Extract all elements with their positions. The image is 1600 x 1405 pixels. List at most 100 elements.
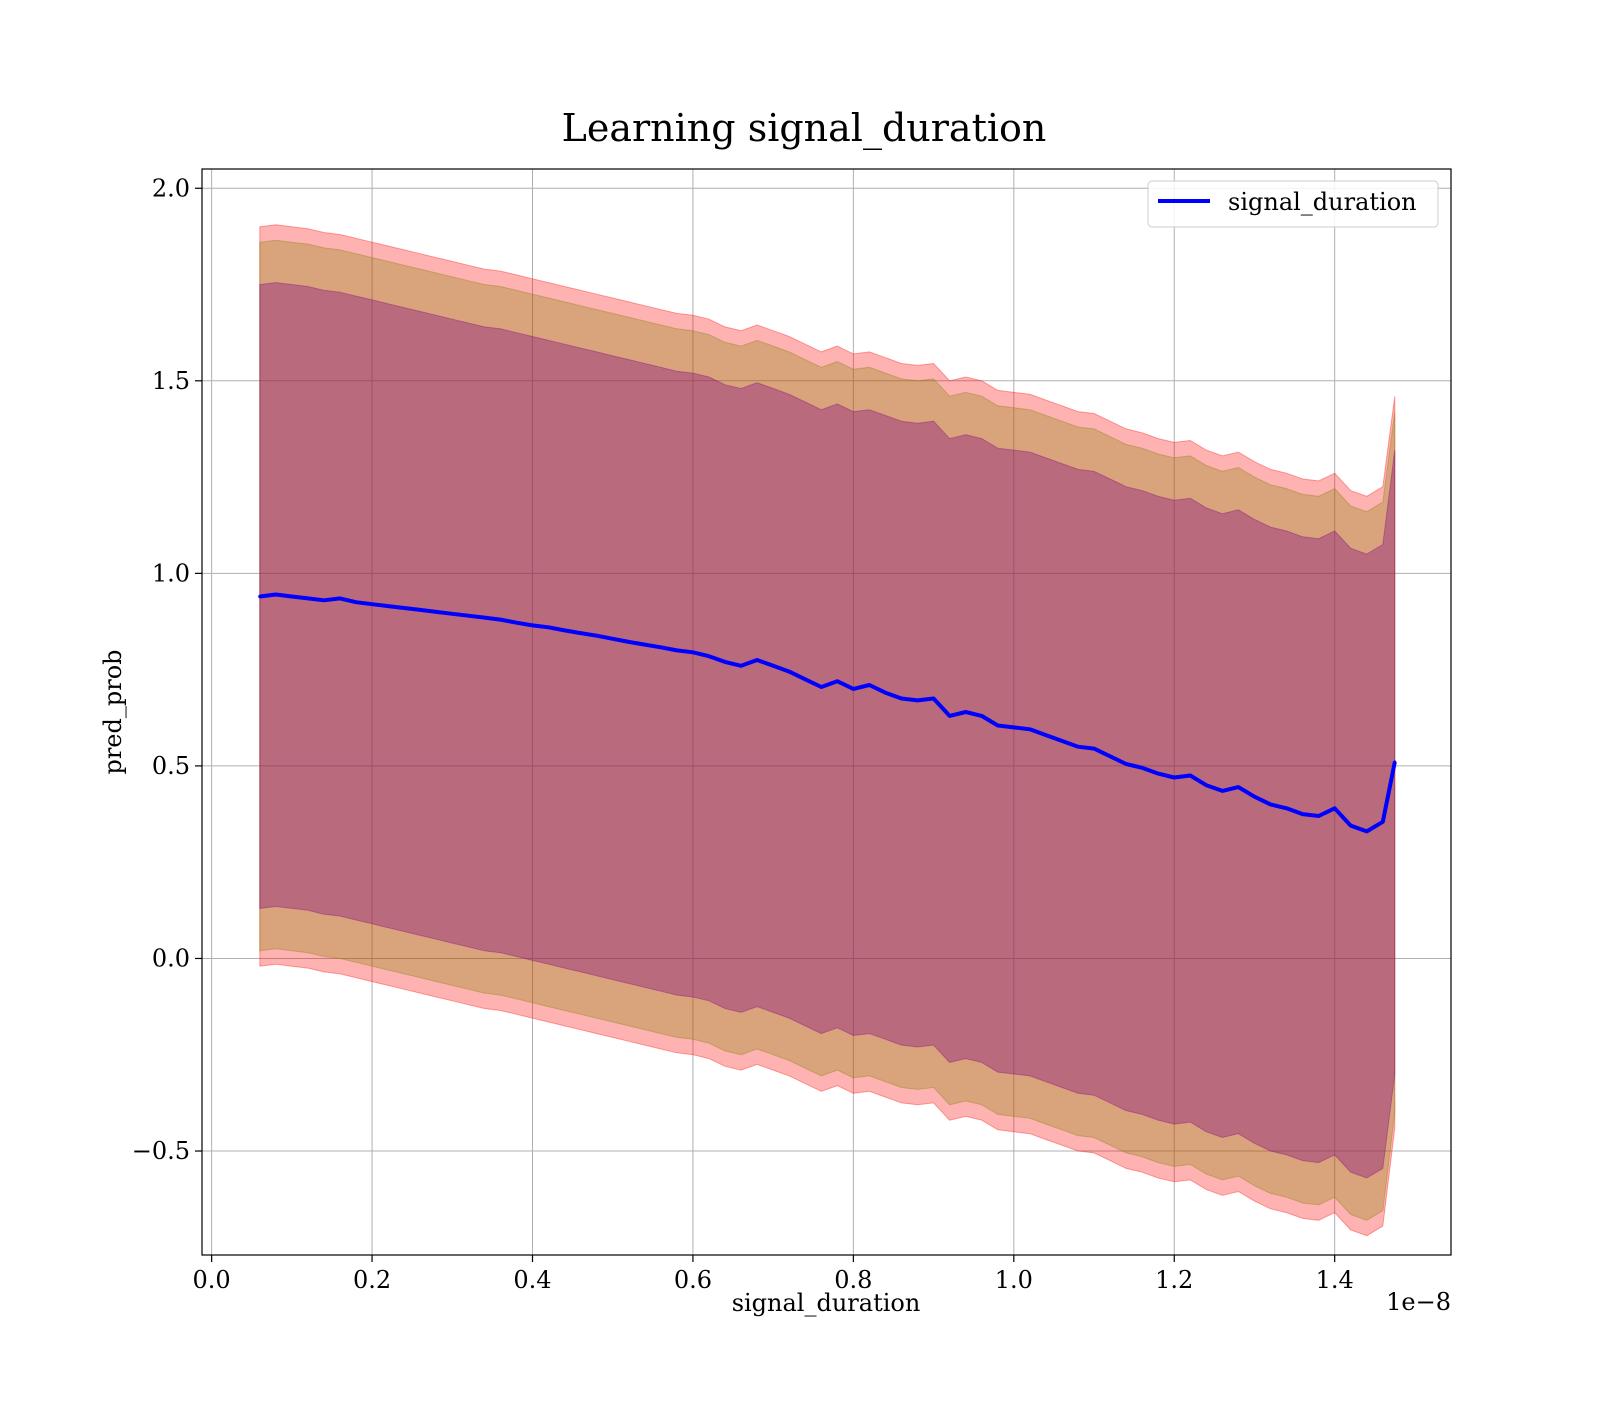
data-point bbox=[338, 596, 342, 601]
data-point bbox=[354, 600, 358, 604]
x-tick-label: 1.4 bbox=[1316, 1266, 1354, 1294]
data-point bbox=[627, 640, 631, 644]
data-point bbox=[1317, 814, 1321, 818]
grid-lines bbox=[202, 169, 1451, 1255]
x-tick-label: 0.4 bbox=[513, 1266, 551, 1294]
data-point bbox=[835, 679, 839, 683]
data-point bbox=[787, 670, 791, 674]
data-point bbox=[1140, 766, 1144, 770]
data-point bbox=[1393, 760, 1397, 764]
data-point bbox=[258, 594, 262, 599]
data-point bbox=[1268, 802, 1273, 807]
legend-box bbox=[1147, 180, 1439, 228]
data-point bbox=[1365, 829, 1369, 834]
data-point bbox=[723, 660, 727, 664]
data-point bbox=[1060, 739, 1064, 743]
data-point bbox=[675, 648, 679, 653]
data-point bbox=[450, 612, 454, 616]
data-point bbox=[1012, 725, 1016, 730]
data-point bbox=[434, 610, 438, 614]
data-point bbox=[482, 616, 486, 620]
data-point bbox=[322, 598, 326, 602]
data-point bbox=[1204, 783, 1208, 787]
data-point bbox=[899, 696, 904, 701]
data-point bbox=[659, 645, 663, 649]
data-point bbox=[755, 658, 759, 662]
x-axis-offset-label: 1e−8 bbox=[1386, 1288, 1451, 1316]
data-point bbox=[1108, 754, 1112, 758]
data-point bbox=[932, 696, 936, 701]
data-point bbox=[739, 664, 743, 668]
data-point bbox=[402, 606, 406, 610]
data-point bbox=[1076, 745, 1080, 749]
data-point bbox=[563, 628, 567, 633]
x-tick-label: 1.0 bbox=[995, 1266, 1033, 1294]
data-point bbox=[1252, 795, 1257, 799]
data-point bbox=[418, 608, 422, 612]
data-point bbox=[386, 604, 390, 608]
data-point bbox=[996, 723, 1000, 728]
data-point bbox=[1092, 747, 1096, 751]
plot-frame bbox=[201, 168, 1452, 1256]
data-point bbox=[948, 714, 952, 718]
y-axis-ticks: −0.5 0.0 0.5 1.0 1.5 2.0 bbox=[132, 174, 202, 1165]
confidence-band-1 bbox=[259, 224, 1396, 1237]
data-point bbox=[530, 623, 535, 628]
data-point bbox=[1333, 806, 1337, 810]
data-point bbox=[980, 714, 984, 718]
data-point bbox=[1028, 727, 1032, 731]
data-point bbox=[514, 621, 519, 625]
data-point bbox=[771, 664, 775, 668]
y-tick-label: 0.5 bbox=[152, 752, 190, 780]
y-axis-label: pred_prob bbox=[99, 649, 127, 774]
data-point bbox=[306, 596, 310, 601]
data-point bbox=[1349, 824, 1353, 828]
data-point bbox=[964, 710, 968, 714]
series-line-signal_duration bbox=[259, 592, 1397, 834]
series-lines bbox=[258, 592, 1397, 834]
data-point bbox=[1124, 762, 1128, 766]
data-point bbox=[595, 634, 599, 638]
data-point bbox=[1044, 733, 1048, 737]
data-point bbox=[883, 691, 888, 695]
y-tick-label: 1.5 bbox=[152, 367, 190, 395]
data-point bbox=[691, 650, 695, 654]
x-axis-ticks: 0.0 0.2 0.4 0.6 0.8 1.0 1.2 1.4 bbox=[193, 1255, 1354, 1294]
x-tick-label: 0.2 bbox=[353, 1266, 391, 1294]
data-point bbox=[579, 631, 583, 635]
data-point bbox=[1172, 775, 1176, 780]
data-point bbox=[1188, 773, 1192, 778]
chart-title: Learning signal_duration bbox=[562, 106, 1047, 151]
x-tick-label: 1.2 bbox=[1155, 1266, 1193, 1294]
y-tick-label: −0.5 bbox=[132, 1137, 190, 1165]
data-point bbox=[274, 592, 278, 597]
x-axis-label: signal_duration bbox=[732, 1289, 921, 1317]
y-tick-label: 2.0 bbox=[152, 174, 190, 202]
data-point bbox=[370, 602, 374, 606]
data-point bbox=[1301, 812, 1305, 816]
legend-label: signal_duration bbox=[1228, 188, 1417, 216]
data-point bbox=[819, 685, 823, 689]
confidence-band-2 bbox=[259, 239, 1396, 1221]
data-point bbox=[1156, 772, 1160, 776]
confidence-bands bbox=[259, 224, 1396, 1237]
data-point bbox=[1220, 789, 1224, 793]
data-point bbox=[707, 654, 711, 658]
data-point bbox=[1285, 806, 1289, 810]
x-tick-label: 0.6 bbox=[674, 1266, 712, 1294]
x-tick-label: 0.0 bbox=[193, 1266, 231, 1294]
data-point bbox=[546, 625, 551, 629]
data-point bbox=[290, 594, 294, 599]
data-point bbox=[643, 643, 647, 647]
y-tick-label: 1.0 bbox=[152, 559, 190, 587]
x-tick-label: 0.8 bbox=[834, 1266, 872, 1294]
data-point bbox=[498, 618, 502, 622]
data-point bbox=[611, 637, 615, 641]
legend[interactable]: signal_duration bbox=[1147, 180, 1439, 228]
data-point bbox=[1236, 785, 1240, 789]
data-point bbox=[915, 698, 920, 703]
data-point bbox=[466, 614, 470, 618]
